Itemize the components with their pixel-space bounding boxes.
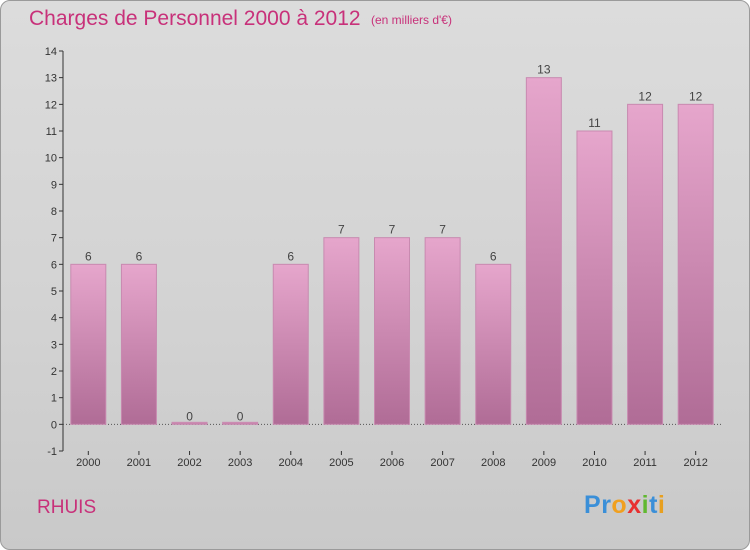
logo-letter: t [649,491,658,519]
data-label-2009: 13 [537,63,551,77]
y-tick-label: 8 [51,206,57,218]
y-tick-label: 2 [51,366,57,378]
y-tick-label: 6 [51,259,57,271]
bar-2003 [222,421,259,425]
data-label-2010: 11 [588,116,601,130]
y-tick-label: 1 [51,393,57,405]
x-tick-label-2003: 2003 [228,457,252,469]
y-tick-label: 5 [51,286,57,298]
y-tick-label: -1 [47,446,57,458]
logo-letter: x [627,491,642,519]
logo-letter: r [601,491,612,519]
x-tick-label-2000: 2000 [76,457,100,469]
y-tick-label: 4 [51,313,57,325]
y-tick-label: 10 [45,153,57,165]
commune-name: RHUIS [37,497,97,518]
y-tick-label: 9 [51,179,57,191]
x-tick-label-2004: 2004 [279,457,303,469]
bar-2004 [272,263,309,425]
y-tick-label: 3 [51,339,57,351]
data-label-2007: 7 [439,223,446,237]
y-tick-label: 14 [45,46,57,58]
logo-letter: i [641,491,650,519]
x-tick-label-2011: 2011 [633,457,657,469]
data-label-2001: 6 [136,249,143,263]
data-label-2008: 6 [490,249,497,263]
bar-2000 [70,263,107,425]
y-tick-label: 12 [45,99,57,111]
x-tick-label-2012: 2012 [683,457,707,469]
proxiti-logo: Proxiti [584,491,665,520]
data-label-2000: 6 [85,249,92,263]
y-tick-label: 13 [45,73,57,85]
data-label-2005: 7 [338,223,345,237]
x-tick-label-2002: 2002 [177,457,201,469]
x-tick-label-2009: 2009 [532,457,556,469]
data-label-2006: 7 [389,223,396,237]
data-label-2004: 6 [287,249,294,263]
x-tick-label-2005: 2005 [329,457,353,469]
bar-2011 [627,103,664,425]
x-tick-label-2007: 2007 [430,457,454,469]
data-label-2011: 12 [638,89,652,103]
data-label-2003: 0 [237,409,244,423]
bar-2009 [525,77,562,425]
chart-title: Charges de Personnel 2000 à 2012 [29,7,361,30]
data-label-2002: 0 [186,409,193,423]
bar-2001 [120,263,157,425]
bar-2007 [424,237,461,425]
data-label-2012: 12 [689,89,703,103]
y-tick-label: 7 [51,233,57,245]
bar-2005 [323,237,360,425]
y-tick-label: 11 [46,126,57,138]
x-tick-label-2008: 2008 [481,457,505,469]
logo-letter: o [611,491,628,519]
x-tick-label-2010: 2010 [582,457,606,469]
x-tick-label-2006: 2006 [380,457,404,469]
x-tick-label-2001: 2001 [127,457,151,469]
bar-2006 [374,237,410,425]
logo-letter: P [584,491,602,519]
chart-subtitle: (en milliers d'€) [371,13,452,27]
logo-letter: i [657,491,666,519]
bar-2008 [475,263,512,425]
y-tick-label: 0 [51,419,57,431]
bar-2010 [576,130,613,425]
bar-2002 [171,421,208,425]
bar-2012 [677,103,714,425]
